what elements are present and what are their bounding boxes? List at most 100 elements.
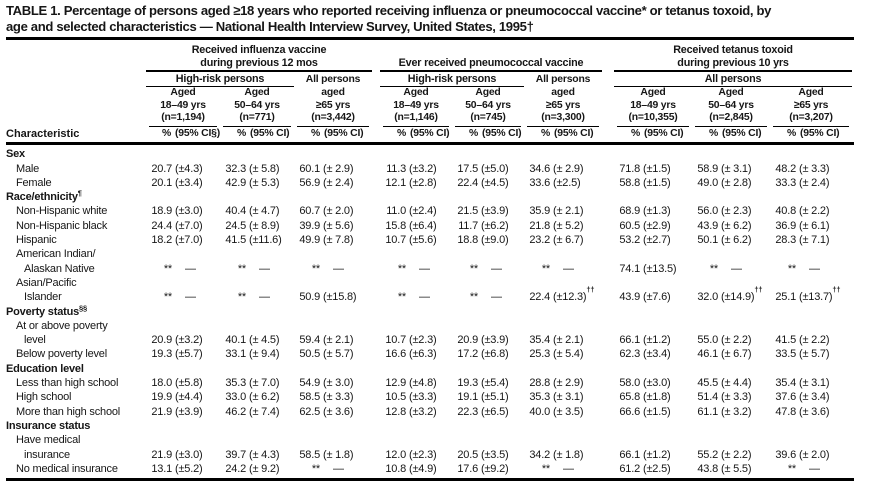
- percent-value: 43.8: [697, 462, 718, 475]
- percent-value: 58.5: [299, 448, 320, 461]
- section-row: Poverty status§§: [6, 304, 854, 319]
- age-column-header: Aged 18–49 yrs (n=1,146)% (95% CI): [380, 87, 452, 141]
- ci-value: (± 2.1): [553, 334, 584, 347]
- table-cell: ** —: [380, 290, 452, 304]
- table-cell: 58.0 (±3.0): [614, 376, 692, 390]
- table-cell: 20.1 (±3.4): [146, 176, 220, 190]
- table-cell: 50.5 (± 5.7): [294, 347, 372, 361]
- ci-value: —: [419, 291, 430, 304]
- table-cell: ** —: [220, 290, 294, 304]
- table-cell: 43.8 (± 5.5): [692, 462, 770, 476]
- influenza-highrisk-block: High-risk persons Aged 18–49 yrs (n=1,194)…: [146, 73, 294, 141]
- percent-value: **: [541, 262, 550, 275]
- percent-value: 47.8: [775, 405, 796, 418]
- percent-value: 40.4: [225, 205, 246, 218]
- percent-value: 37.6: [775, 391, 796, 404]
- header-line: (n=1,194): [161, 112, 205, 124]
- column-underline: [383, 125, 449, 128]
- table-cell: 46.1 (± 6.7): [692, 347, 770, 361]
- percent-value: 19.1: [457, 391, 478, 404]
- ci-value: —: [259, 262, 270, 275]
- percent-value: 49.0: [697, 176, 718, 189]
- table-cell: 11.7 (±6.2): [452, 219, 524, 233]
- percent-value: 10.8: [385, 462, 406, 475]
- ci-value: (±13.7): [799, 291, 833, 304]
- ci-value: (±2.9): [643, 219, 671, 232]
- percent-value: 12.1: [385, 176, 406, 189]
- table-cell: 33.1 (± 9.4): [220, 347, 294, 361]
- ci-value: (± 3.6): [799, 405, 830, 418]
- percent-value: 54.9: [299, 377, 320, 390]
- percent-value: 32.0: [697, 291, 718, 304]
- ci-value: —: [809, 462, 820, 475]
- ci-value: (±2.5): [553, 176, 581, 189]
- ci-value: (±6.3): [409, 348, 437, 361]
- header-line: 18–49 yrs: [393, 99, 439, 111]
- table-cell: 56.9 (± 2.4): [294, 176, 372, 190]
- header-line: 50–64 yrs: [465, 99, 511, 111]
- ci-value: (± 3.5): [553, 405, 584, 418]
- header-line: (n=745): [470, 112, 506, 124]
- table-cell: 28.8 (± 2.9): [524, 376, 602, 390]
- table-cell: ** —: [220, 262, 294, 276]
- table-cell: 25.3 (± 5.4): [524, 347, 602, 361]
- data-row: At or above poverty level 20.9 (±3.2) 40.1 (±…: [6, 319, 854, 348]
- ci-value: (±2.4): [409, 205, 437, 218]
- percent-value: 20.7: [151, 162, 172, 175]
- ci-value: (±3.2): [409, 405, 437, 418]
- percent-ci-header: % (95% CI): [614, 127, 692, 141]
- percent-value: 66.1: [619, 448, 640, 461]
- table-title: TABLE 1. Percentage of persons aged ≥18 …: [6, 3, 854, 34]
- column-underline: [455, 125, 521, 128]
- footnote-marker: ††: [832, 285, 841, 295]
- table-cell: 43.9 (±7.6): [614, 290, 692, 304]
- percent-value: 22.4: [457, 176, 478, 189]
- table-title-line2: age and selected characteristics — Natio…: [6, 18, 534, 34]
- table-cell: 18.8 (±9.0): [452, 233, 524, 247]
- influenza-group-title: Received influenza vaccine during previo…: [146, 44, 372, 72]
- percent-value: 13.1: [151, 462, 172, 475]
- ci-value: (± 3.2): [721, 405, 752, 418]
- row-label: At or above poverty level: [16, 319, 108, 347]
- ci-value: —: [259, 291, 270, 304]
- ci-value: (±14.9): [721, 291, 755, 304]
- pneumococcal-group-title: Ever received pneumococcal vaccine: [380, 57, 602, 72]
- ci-value: (± 7.8): [323, 234, 354, 247]
- ci-value: (±1.2): [643, 334, 671, 347]
- table-cell: 20.5 (±3.5): [452, 448, 524, 462]
- column-underline: [527, 125, 599, 128]
- ci-value: (±2.8): [409, 176, 437, 189]
- header-line: 18–49 yrs: [630, 99, 676, 111]
- percent-value: 12.0: [385, 448, 406, 461]
- ci-value: —: [185, 291, 196, 304]
- age-column-header: Aged 18–49 yrs (n=10,355)% (95% CI): [614, 87, 692, 141]
- table-cell: 58.5 (± 1.8): [294, 448, 372, 462]
- percent-value: 35.4: [775, 377, 796, 390]
- header-line: (n=3,442): [311, 112, 355, 124]
- table-cell: 28.3 (± 7.1): [770, 233, 852, 247]
- ci-value: (± 6.7): [721, 348, 752, 361]
- percent-value: 41.5: [225, 234, 246, 247]
- ci-value: (± 3.1): [799, 377, 830, 390]
- ci-value: (± 4.3): [249, 448, 280, 461]
- percent-value: 60.1: [299, 162, 320, 175]
- ci-value: (±13.5): [643, 262, 677, 275]
- row-label: Non-Hispanic white: [16, 205, 108, 218]
- percent-value: 16.6: [385, 348, 406, 361]
- percent-value: 61.2: [619, 462, 640, 475]
- ci-label: (95% CI§): [175, 128, 220, 140]
- header-line: Aged: [718, 87, 744, 98]
- percent-value: 42.9: [225, 176, 246, 189]
- data-row: No medical insurance 13.1 (±5.2) 24.2 (± 9.2…: [6, 462, 854, 476]
- ci-label: (95% CI): [482, 128, 522, 140]
- table-cell: 20.9 (±3.9): [452, 333, 524, 347]
- percent-value: 35.3: [529, 391, 550, 404]
- header-line: Aged: [403, 87, 429, 98]
- ci-value: (±5.2): [175, 462, 203, 475]
- ci-value: (± 2.1): [553, 205, 584, 218]
- percent-value: 36.9: [775, 219, 796, 232]
- table-cell: ** —: [524, 462, 602, 476]
- percent-value: **: [163, 262, 172, 275]
- percent-value: 32.3: [225, 162, 246, 175]
- row-label: Have medical insurance: [16, 434, 81, 461]
